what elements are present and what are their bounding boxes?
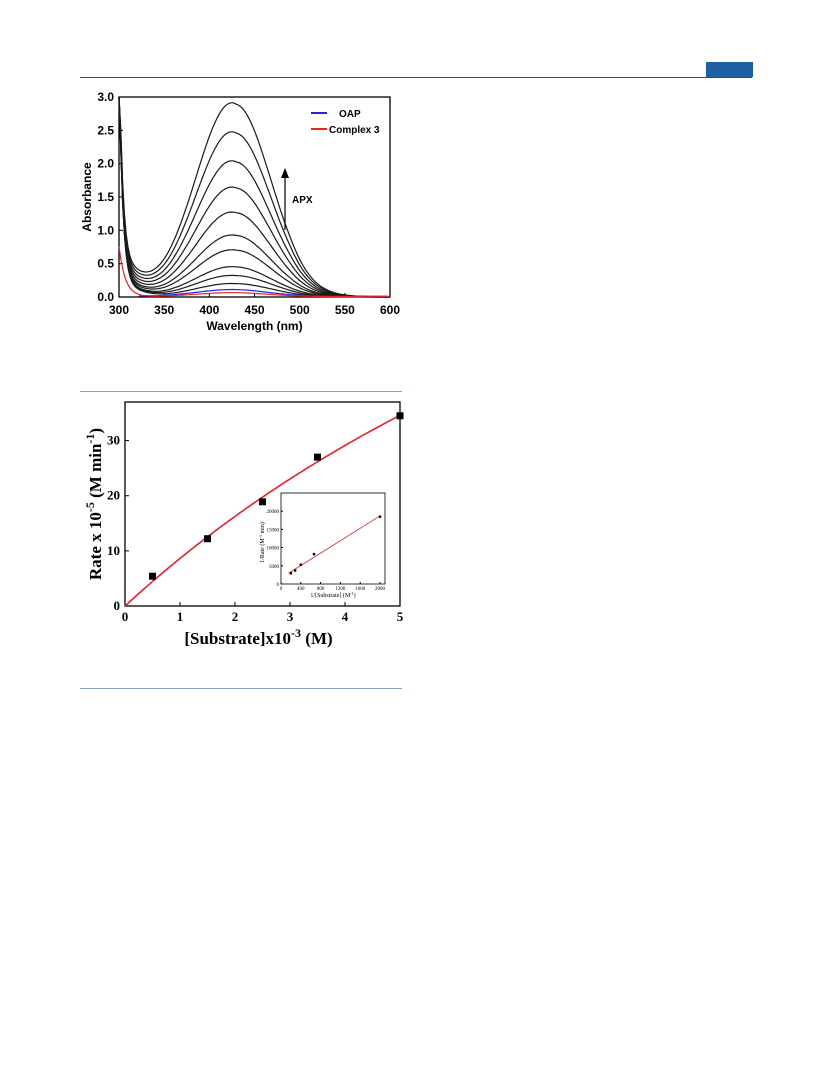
y-tick-label: 0 — [114, 598, 121, 613]
x-tick-label: 500 — [290, 303, 310, 317]
x-tick-label: 450 — [244, 303, 264, 317]
legend-label: OAP — [339, 109, 361, 120]
apx-arrow-head — [281, 168, 289, 178]
inset-data-point — [299, 563, 303, 566]
x-axis-label: Wavelength (nm) — [206, 319, 302, 333]
data-point — [259, 498, 266, 506]
x-tick-label: 0 — [122, 609, 129, 624]
header-tab — [706, 62, 753, 77]
x-tick-label: 2 — [232, 609, 239, 624]
inset-data-point — [312, 552, 316, 556]
y-axis-label: Absorbance — [80, 162, 94, 232]
header-rule — [80, 77, 752, 78]
y-tick-label: 20 — [107, 488, 120, 503]
x-tick-label: 600 — [380, 303, 400, 317]
complex3-spectrum-line — [118, 246, 390, 298]
inset-x-tick-label: 1200 — [335, 587, 346, 592]
y-tick-label: 10 — [107, 543, 120, 558]
y-tick-label: 1.0 — [97, 223, 114, 237]
x-tick-label: 350 — [154, 303, 174, 317]
fit-curve — [124, 414, 401, 607]
apx-spectrum-line — [118, 96, 390, 298]
inset-data-point — [293, 569, 297, 572]
inset-y-tick-label: 5000 — [269, 565, 280, 570]
inset-y-tick-label: 20000 — [267, 510, 280, 515]
inset-fit-line — [288, 515, 381, 574]
x-tick-label: 300 — [109, 303, 129, 317]
x-tick-label: 550 — [335, 303, 355, 317]
y-tick-label: 2.0 — [97, 157, 114, 171]
data-point — [314, 453, 321, 461]
y-tick-label: 30 — [107, 433, 120, 448]
plot-frame — [124, 401, 401, 607]
inset-x-tick-label: 800 — [317, 587, 325, 592]
x-tick-label: 1 — [177, 609, 184, 624]
inset-y-tick-label: 10000 — [267, 547, 280, 552]
inset-x-tick-label: 2000 — [375, 587, 386, 592]
inset-y-tick-label: 0 — [277, 583, 280, 588]
data-point — [149, 572, 156, 580]
y-tick-label: 3.0 — [97, 90, 114, 104]
inset-y-tick-label: 15000 — [267, 528, 280, 533]
inset-y-axis-label: 1/Rate (M-1 min) — [258, 522, 266, 563]
inset-data-point — [378, 515, 382, 518]
legend-label: Complex 3 — [329, 125, 380, 136]
section-separator-top — [80, 391, 402, 392]
x-tick-label: 400 — [199, 303, 219, 317]
apx-annotation: APX — [292, 195, 313, 206]
x-axis-label: [Substrate]x10-3 (M) — [184, 626, 332, 648]
inset-frame — [280, 492, 386, 585]
inset-x-axis-label: 1/[Substrate] (M-1) — [310, 591, 355, 599]
x-tick-label: 5 — [397, 609, 404, 624]
inset-x-tick-label: 0 — [280, 587, 283, 592]
data-point — [204, 535, 211, 543]
inset-data-point — [289, 572, 293, 575]
data-point — [396, 412, 404, 420]
inset-x-tick-label: 1600 — [355, 587, 366, 592]
y-tick-label: 1.5 — [97, 190, 114, 204]
y-tick-label: 2.5 — [97, 123, 114, 137]
inset-x-tick-label: 400 — [297, 587, 305, 592]
x-tick-label: 3 — [287, 609, 294, 624]
section-separator-bottom — [80, 688, 402, 689]
y-axis-label: Rate x 10-5 (M min-1) — [83, 428, 105, 580]
y-tick-label: 0.5 — [97, 257, 114, 271]
y-tick-label: 0.0 — [97, 290, 114, 304]
x-tick-label: 4 — [342, 609, 349, 624]
